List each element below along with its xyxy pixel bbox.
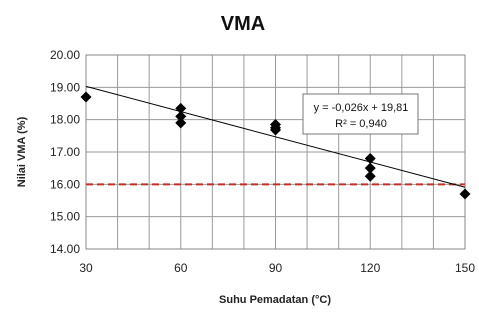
x-tick-label: 60 <box>174 261 188 275</box>
x-tick-label: 90 <box>269 261 283 275</box>
data-points <box>80 91 471 200</box>
data-point-diamond <box>175 117 187 129</box>
data-point-diamond <box>175 110 187 122</box>
data-point-diamond <box>459 188 471 200</box>
y-tick-label: 16.00 <box>50 177 80 191</box>
data-point-diamond <box>175 102 187 114</box>
x-axis-ticks: 30 60 90 120 150 <box>79 261 475 275</box>
x-tick-label: 30 <box>79 261 93 275</box>
y-tick-label: 20.00 <box>50 48 80 62</box>
y-axis-ticks: 14.00 15.00 16.00 17.00 18.00 19.00 20.00 <box>50 48 80 256</box>
y-tick-label: 15.00 <box>50 210 80 224</box>
plot-area-frame <box>85 54 466 250</box>
chart-title: VMA <box>221 13 265 35</box>
data-point-diamond <box>364 162 376 174</box>
trendline <box>85 85 466 188</box>
y-axis-label: Nilai VMA (%) <box>16 116 28 187</box>
data-point-diamond <box>270 124 281 136</box>
trendline-equation: y = -0,026x + 19,81 <box>314 102 409 114</box>
y-tick-label: 14.00 <box>50 242 80 256</box>
data-point-diamond <box>80 91 92 103</box>
data-point-diamond <box>364 170 376 182</box>
x-tick-label: 120 <box>360 261 380 275</box>
trendline-r-squared: R² = 0,940 <box>335 118 387 130</box>
y-tick-label: 17.00 <box>50 145 80 159</box>
x-tick-label: 150 <box>455 261 475 275</box>
y-tick-label: 18.00 <box>50 113 80 127</box>
x-axis-label: Suhu Pemadatan (°C) <box>219 294 331 306</box>
data-point-diamond <box>364 152 376 164</box>
y-tick-label: 19.00 <box>50 80 80 94</box>
equation-box: y = -0,026x + 19,81 R² = 0,940 <box>302 93 419 135</box>
grid <box>85 54 466 250</box>
